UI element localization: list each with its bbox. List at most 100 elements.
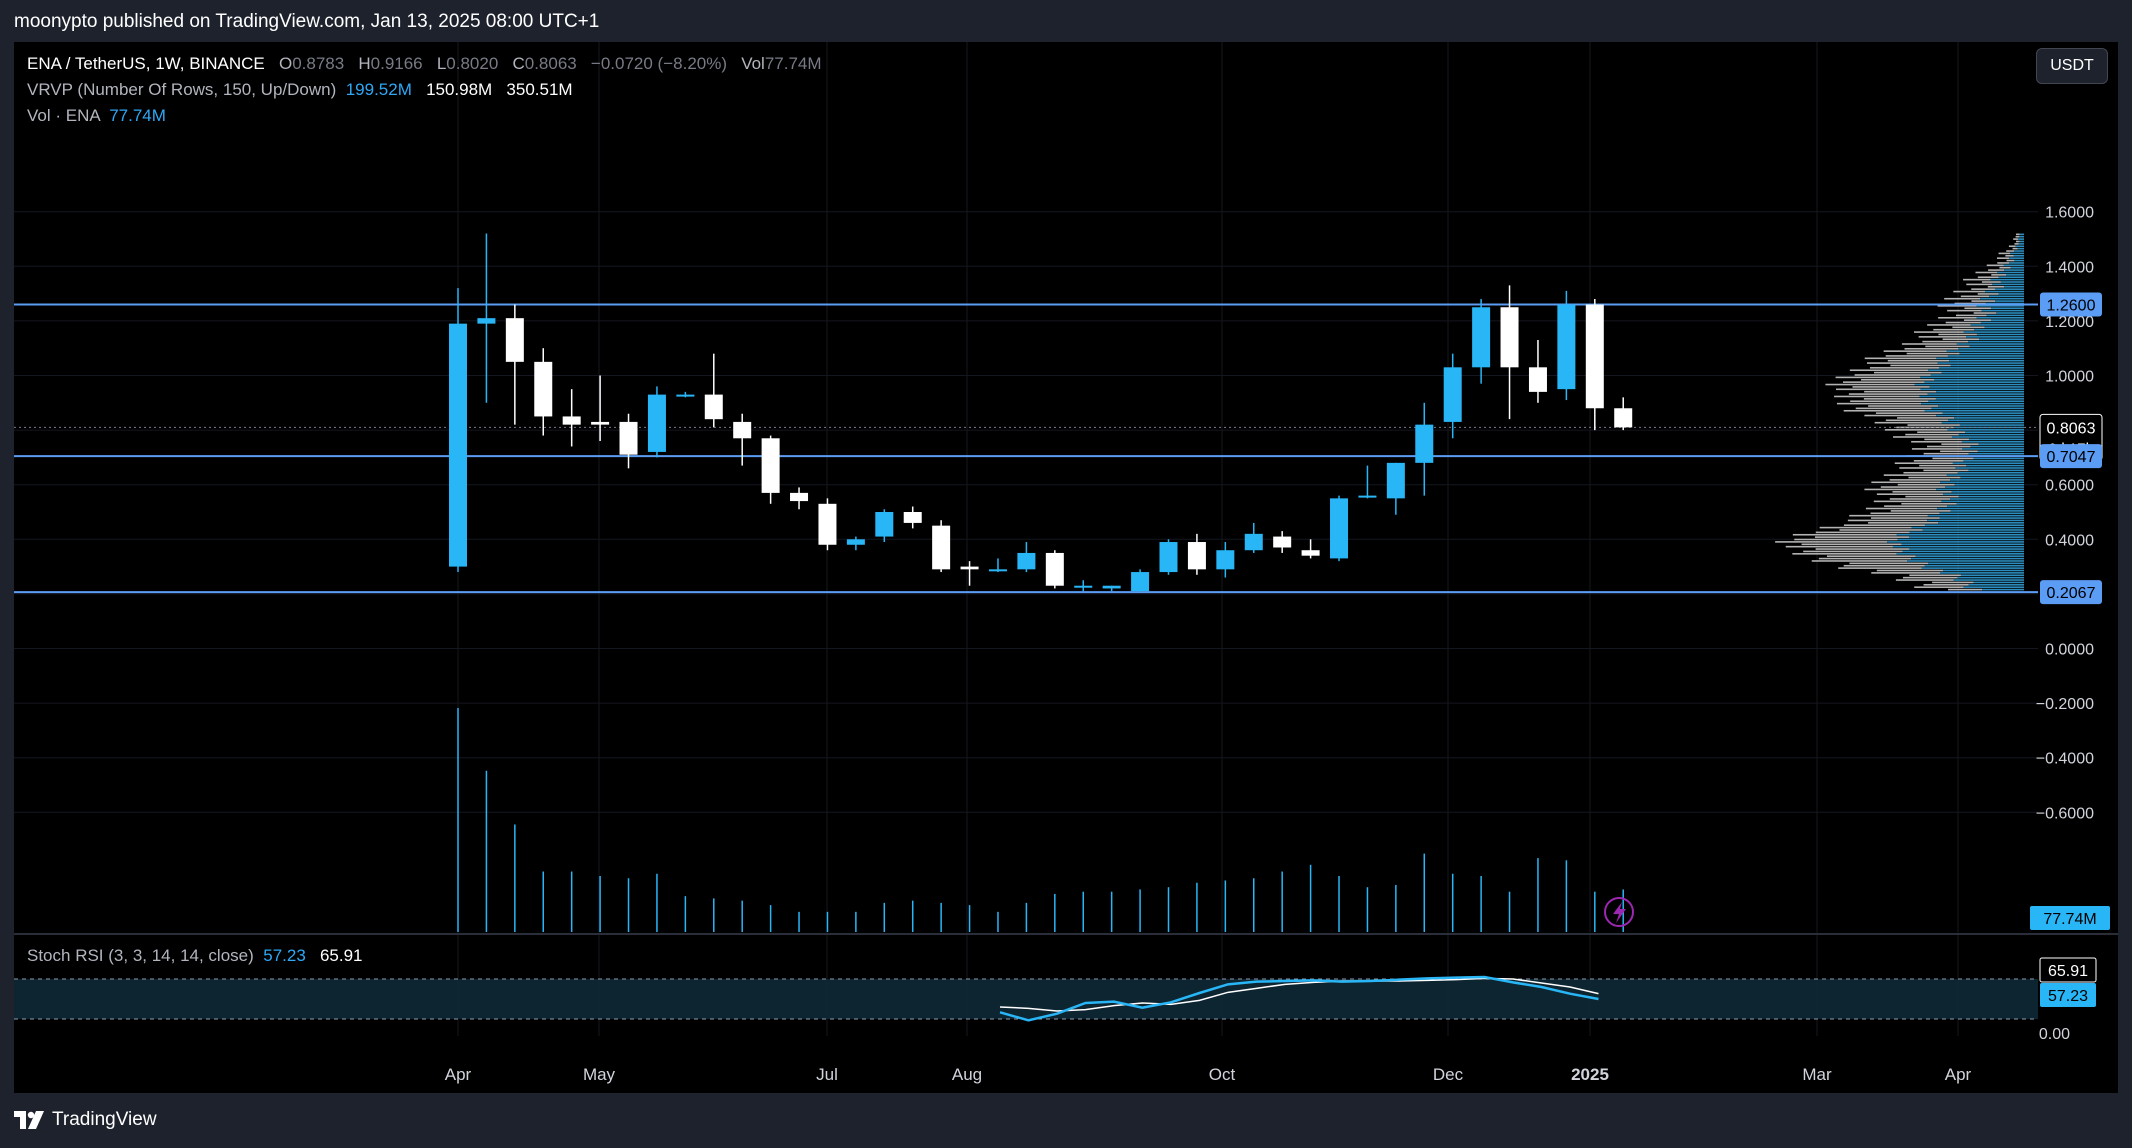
vrvp-down-row (1864, 390, 1937, 393)
candle-body (676, 394, 695, 397)
stoch-band (14, 979, 2038, 1019)
vrvp-up-row (1958, 347, 2024, 350)
low-label: L (436, 54, 447, 73)
horizontal-lines[interactable] (14, 303, 2038, 594)
vrvp-up-row (1909, 548, 2024, 550)
volume-indicator-label[interactable]: Vol · ENA (27, 106, 100, 125)
vrvp-down-row (1818, 557, 1912, 560)
vrvp-up-row (1958, 495, 2024, 498)
candle-body (818, 503, 837, 545)
vrvp-down-row (1901, 343, 1957, 345)
vrvp-up-row (1943, 569, 2024, 572)
vrvp-down-row (1918, 336, 1967, 338)
vrvp-down-row (1849, 514, 1928, 517)
symbol-name[interactable]: ENA / TetherUS, 1W, BINANCE (27, 54, 265, 73)
candle-body (1358, 495, 1377, 498)
candle-body (733, 421, 752, 439)
vrvp-down-row (1919, 464, 1967, 467)
vrvp-up-row (1994, 288, 2024, 290)
vrvp-down-row (1876, 569, 1944, 572)
alert-bolt-icon[interactable] (1604, 897, 1634, 927)
vrvp-label[interactable]: VRVP (Number Of Rows, 150, Up/Down) (27, 80, 337, 99)
vrvp-down-row (1914, 586, 1964, 588)
time-tick: May (583, 1065, 616, 1084)
vrvp-down-row (1825, 383, 1915, 386)
stoch-label[interactable]: Stoch RSI (3, 3, 14, 14, close) (27, 946, 254, 965)
candle-body (1301, 550, 1320, 556)
stoch-k-tag: 57.23 (2048, 988, 2088, 1005)
vrvp-up-row (2014, 259, 2024, 262)
open-value: 0.8783 (292, 54, 345, 73)
vrvp-up-row (1953, 579, 2024, 581)
vrvp-up-row (1949, 359, 2024, 362)
vrvp-up-row (1985, 290, 2024, 293)
vrvp-down-row (2006, 259, 2015, 262)
vrvp-down-row (1868, 405, 1939, 407)
vrvp-up-row (1968, 452, 2024, 455)
vrvp-down-row (1893, 436, 1952, 438)
price-tick: 1.2000 (2045, 314, 2094, 331)
vrvp-legend[interactable]: VRVP (Number Of Rows, 150, Up/Down) 199.… (27, 80, 573, 100)
high-label: H (358, 54, 371, 73)
vrvp-up-row (1965, 431, 2024, 434)
chart-frame[interactable] (14, 42, 2118, 1093)
vrvp-up-row (1953, 426, 2024, 429)
vrvp-up-row (1947, 355, 2024, 357)
candle-body (960, 566, 979, 570)
vrvp-up-row (1998, 276, 2024, 279)
vrvp-down-row (1917, 431, 1966, 434)
vrvp-up-row (1991, 307, 2024, 310)
vrvp-up-row (1936, 414, 2024, 417)
vrvp-up-row (1959, 352, 2024, 355)
vrvp-up-row (1951, 436, 2024, 438)
candle-body (932, 525, 951, 570)
vrvp-down-row (1905, 433, 1959, 436)
vrvp-down-row (1873, 500, 1942, 503)
volume-legend[interactable]: Vol · ENA 77.74M (27, 106, 166, 126)
vrvp-up-row (1920, 388, 2024, 391)
vrvp-up-row (1943, 493, 2024, 496)
vrvp-up-row (1909, 531, 2024, 534)
vrvp-down-row (1977, 276, 1999, 279)
vrvp-up-row (1998, 293, 2024, 295)
vrvp-up-row (1955, 467, 2024, 469)
tradingview-logo[interactable]: TradingView (14, 1109, 157, 1131)
currency-button[interactable]: USDT (2036, 48, 2108, 84)
vrvp-up-row (1936, 390, 2024, 393)
stoch-d-tag: 65.91 (2048, 963, 2088, 980)
vrvp-down-row (1911, 448, 1963, 450)
vrvp-down-row (1884, 505, 1948, 507)
vrvp-up-row (1928, 400, 2024, 403)
vrvp-down-row (1977, 293, 1999, 295)
symbol-legend[interactable]: ENA / TetherUS, 1W, BINANCE O0.8783 H0.9… (27, 54, 822, 74)
vrvp-down-row (1801, 543, 1902, 546)
vrvp-down-row (1987, 285, 2005, 288)
stoch-legend[interactable]: Stoch RSI (3, 3, 14, 14, close) 57.23 65… (27, 946, 363, 966)
vrvp-up-row (1939, 572, 2024, 574)
vrvp-down-row (1889, 498, 1951, 500)
vrvp-down-row (1895, 579, 1954, 581)
stoch-k-tag-bg (2040, 983, 2096, 1007)
bottom-bar: TradingView (0, 1093, 2132, 1148)
vrvp-down-row (1966, 283, 1993, 286)
candle-body (1415, 424, 1434, 463)
vrvp-up-row (1938, 405, 2024, 407)
vrvp-down-row (1814, 536, 1910, 538)
vrvp-up-row (1892, 545, 2024, 548)
vrvp-down-row (1852, 386, 1930, 388)
vrvp-up-row (1976, 305, 2024, 307)
vrvp-up-row (1996, 312, 2024, 314)
candle-body (534, 361, 553, 417)
candle-body (591, 421, 610, 425)
vrvp-up-row (1956, 343, 2024, 345)
time-axis[interactable]: Apr May Jul Aug Oct Dec 2025 Mar Apr (445, 1065, 1972, 1084)
vrvp-up-row (2009, 257, 2024, 259)
vrvp-down-row (1889, 479, 1951, 481)
vrvp-down-row (1890, 510, 1951, 512)
vrvp-down-row (1964, 307, 1992, 310)
vrvp-up-row (1980, 297, 2024, 300)
vrvp-down-row (2015, 235, 2020, 238)
vrvp-down-row (1849, 369, 1929, 372)
